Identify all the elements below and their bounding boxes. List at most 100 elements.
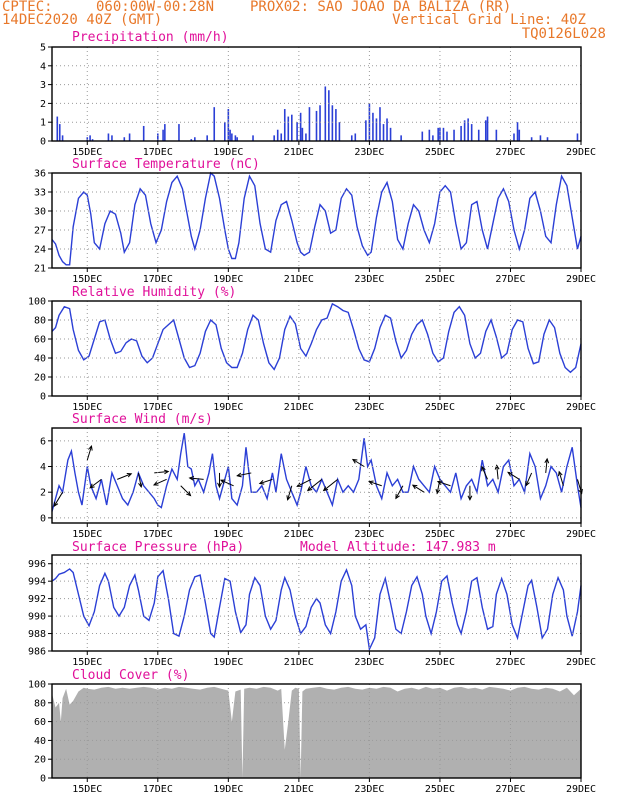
precipitation-bar [157, 133, 159, 141]
wind-arrow-shaft [189, 477, 204, 480]
x-tick-label: 17DEC [143, 657, 173, 668]
wind-arrow-shaft [220, 479, 234, 487]
wind-arrow-shaft [137, 472, 142, 488]
wind-arrow [368, 480, 382, 487]
y-tick-label: 27 [34, 226, 46, 237]
wind-arrow [236, 472, 252, 478]
wind-arrow-shaft [86, 445, 92, 461]
precipitation-bar [58, 124, 61, 141]
x-tick-label: 27DEC [495, 147, 525, 158]
wind-arrow-head [88, 444, 93, 451]
wind-arrow [86, 444, 93, 461]
precipitation-bar [437, 127, 439, 141]
precipitation-bar [460, 125, 462, 141]
precipitation-bar [446, 131, 448, 141]
precipitation-bar [234, 135, 237, 141]
temperature-title: Surface Temperature (nC) [72, 157, 260, 172]
header-source: CPTEC: [2, 0, 53, 15]
x-tick-label: 21DEC [284, 529, 314, 540]
precipitation-bar [338, 122, 341, 141]
precipitation-bar [206, 135, 208, 141]
wind-arrow-head [507, 471, 513, 477]
x-tick-label: 27DEC [495, 657, 525, 668]
x-tick-label: 29DEC [566, 529, 596, 540]
x-tick-label: 19DEC [213, 657, 243, 668]
wind-arrow [436, 480, 451, 487]
y-tick-label: 80 [34, 698, 46, 709]
wind-arrow-head [163, 469, 170, 475]
x-tick-label: 27DEC [495, 274, 525, 285]
wind-arrow [411, 484, 425, 493]
wind-arrow [180, 485, 192, 497]
precipitation-bar [328, 90, 330, 141]
wind-arrow-head [53, 501, 59, 508]
precipitation-bar [61, 135, 64, 141]
wind-arrow-head [544, 457, 550, 464]
wind-arrow-shaft [352, 459, 365, 467]
x-tick-label: 19DEC [213, 147, 243, 158]
precipitation-bar [467, 118, 469, 141]
precipitation-bar [516, 122, 519, 141]
precipitation-bar [428, 129, 431, 141]
panel-humidity: 0 20 40 60 80 100 15DEC 17DEC 19DEC 21DEC 23DEC 25D… [28, 285, 596, 413]
precipitation-bar [463, 120, 466, 141]
wind-arrow-shaft [154, 471, 169, 474]
wind-arrow-shaft [237, 472, 252, 477]
precipitation-bar [386, 118, 388, 141]
wind-arrow-head [89, 483, 95, 489]
x-tick-label: 25DEC [425, 147, 455, 158]
precipitation-bar [421, 131, 424, 141]
wind-arrow [286, 485, 293, 501]
panel-precipitation: 0 1 2 3 4 5 15DEC 17DEC 19DEC 21DEC 23DEC 25DEC 27DE… [40, 30, 596, 158]
precipitation-bar [382, 124, 385, 141]
x-tick-label: 19DEC [213, 274, 243, 285]
wind-arrow-head [296, 482, 302, 487]
x-tick-label: 23DEC [354, 402, 384, 413]
precipitation-bar [513, 133, 515, 141]
x-tick-label: 21DEC [284, 274, 314, 285]
precipitation-bar [291, 114, 293, 141]
precipitation-bar [453, 129, 455, 141]
y-tick-label: 20 [34, 373, 46, 384]
precipitation-bar [107, 133, 110, 141]
x-tick-label: 27DEC [495, 529, 525, 540]
cloud-cover-frame [51, 683, 582, 779]
precipitation-bar [319, 105, 321, 141]
x-tick-label: 23DEC [354, 784, 384, 795]
y-tick-label: 100 [28, 680, 46, 691]
precipitation-bar [89, 135, 91, 141]
precipitation-bar [178, 124, 180, 141]
precipitation-bar [530, 137, 533, 141]
precipitation-bar [162, 129, 164, 141]
wind-arrow [152, 478, 167, 486]
x-tick-label: 15DEC [72, 147, 102, 158]
precipitation-bar [350, 135, 353, 141]
precipitation-bar [432, 135, 434, 141]
x-tick-label: 29DEC [566, 657, 596, 668]
wind-arrow-shaft [117, 473, 132, 480]
precipitation-bar [283, 109, 286, 141]
wind-arrow-shaft [323, 478, 338, 491]
panel-cloud-cover: 0 20 40 60 80 100 15DEC 17DEC 19DEC 21DEC 23DEC 25D… [28, 668, 596, 795]
precipitation-bar [190, 139, 193, 141]
precipitation-bar [539, 135, 542, 141]
header-datetime: 14DEC2020 40Z (GMT) [2, 12, 163, 28]
wind-arrow [219, 479, 234, 487]
precipitation-bar [439, 127, 441, 141]
x-tick-label: 21DEC [284, 147, 314, 158]
precipitation-bar [236, 137, 238, 141]
precipitation-bar [164, 124, 166, 141]
x-tick-label: 15DEC [72, 657, 102, 668]
y-tick-label: 0 [40, 513, 46, 524]
x-tick-label: 23DEC [354, 147, 384, 158]
wind-arrow-shaft [525, 472, 533, 486]
precipitation-bar [305, 133, 307, 141]
wind-arrow-shaft [368, 481, 382, 487]
x-tick-label: 23DEC [354, 529, 384, 540]
humidity-series-line [51, 302, 582, 374]
wind-arrow-head [368, 480, 374, 486]
header-grid-info: Vertical Grid Line: 40Z [392, 12, 586, 28]
wind-arrow-shaft [53, 491, 64, 507]
x-tick-label: 25DEC [425, 402, 455, 413]
